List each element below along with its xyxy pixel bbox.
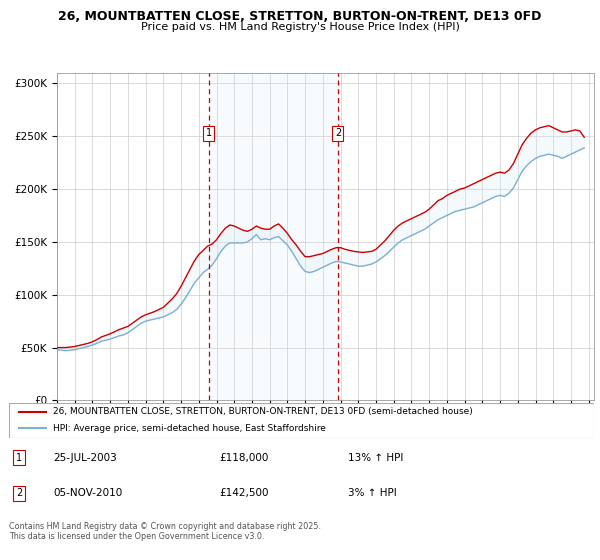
Text: 1: 1 bbox=[16, 452, 22, 463]
Text: 2: 2 bbox=[16, 488, 22, 498]
Text: 3% ↑ HPI: 3% ↑ HPI bbox=[348, 488, 397, 498]
Text: HPI: Average price, semi-detached house, East Staffordshire: HPI: Average price, semi-detached house,… bbox=[53, 424, 326, 433]
Text: 2: 2 bbox=[335, 128, 341, 138]
Text: 1: 1 bbox=[206, 128, 212, 138]
Text: £142,500: £142,500 bbox=[220, 488, 269, 498]
Text: 13% ↑ HPI: 13% ↑ HPI bbox=[348, 452, 404, 463]
Text: Price paid vs. HM Land Registry's House Price Index (HPI): Price paid vs. HM Land Registry's House … bbox=[140, 22, 460, 32]
FancyBboxPatch shape bbox=[9, 403, 594, 438]
Text: 25-JUL-2003: 25-JUL-2003 bbox=[53, 452, 116, 463]
Text: 26, MOUNTBATTEN CLOSE, STRETTON, BURTON-ON-TRENT, DE13 0FD: 26, MOUNTBATTEN CLOSE, STRETTON, BURTON-… bbox=[58, 10, 542, 23]
Text: 05-NOV-2010: 05-NOV-2010 bbox=[53, 488, 122, 498]
Text: £118,000: £118,000 bbox=[220, 452, 269, 463]
Text: Contains HM Land Registry data © Crown copyright and database right 2025.
This d: Contains HM Land Registry data © Crown c… bbox=[9, 522, 321, 542]
Text: 26, MOUNTBATTEN CLOSE, STRETTON, BURTON-ON-TRENT, DE13 0FD (semi-detached house): 26, MOUNTBATTEN CLOSE, STRETTON, BURTON-… bbox=[53, 407, 473, 417]
Bar bbox=[209, 73, 338, 400]
